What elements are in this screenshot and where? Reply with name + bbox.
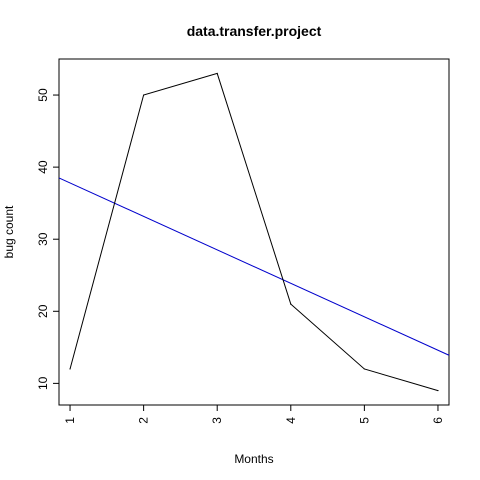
plot-area [58, 72, 450, 392]
y-tick-label: 30 [36, 232, 50, 246]
data-point [290, 303, 292, 305]
y-tick-label: 50 [36, 88, 50, 102]
x-tick-label: 6 [431, 417, 445, 424]
trend-line [58, 177, 450, 356]
x-tick-label: 1 [63, 417, 77, 424]
data-point [216, 72, 218, 75]
y-tick-label: 20 [36, 304, 50, 318]
data-point [363, 368, 365, 370]
x-axis-label: Months [234, 452, 273, 466]
x-tick-label: 3 [210, 417, 224, 424]
data-point [69, 368, 71, 370]
x-tick-label: 5 [357, 417, 371, 424]
x-tick-label: 4 [284, 417, 298, 424]
x-axis: 1 2 3 4 5 6 [63, 405, 445, 424]
y-tick-label: 40 [36, 160, 50, 174]
x-tick-label: 2 [137, 417, 151, 424]
data-point [437, 389, 439, 392]
plot-frame [58, 58, 450, 406]
data-point [143, 94, 145, 96]
y-axis-label: bug count [2, 205, 16, 258]
y-tick-label: 10 [36, 376, 50, 390]
series-line-1 [69, 72, 439, 392]
y-axis: 10 20 30 40 50 [36, 88, 59, 390]
chart-title: data.transfer.project [187, 23, 322, 39]
